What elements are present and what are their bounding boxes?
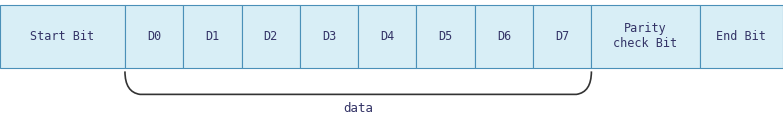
Bar [358, 5, 417, 68]
Bar [417, 5, 474, 68]
Text: D5: D5 [438, 30, 453, 43]
Bar [0, 5, 125, 68]
Text: D7: D7 [555, 30, 569, 43]
Text: D4: D4 [381, 30, 395, 43]
Text: data: data [343, 102, 373, 115]
Bar [242, 5, 300, 68]
Bar [700, 5, 783, 68]
Text: D6: D6 [497, 30, 511, 43]
Text: D3: D3 [322, 30, 336, 43]
Bar [125, 5, 183, 68]
Bar [533, 5, 591, 68]
Text: Parity
check Bit: Parity check Bit [614, 22, 677, 50]
Text: D1: D1 [205, 30, 219, 43]
Bar [183, 5, 242, 68]
Bar [300, 5, 358, 68]
Bar [591, 5, 700, 68]
Text: End Bit: End Bit [716, 30, 767, 43]
Text: D2: D2 [264, 30, 278, 43]
Bar [474, 5, 533, 68]
Text: Start Bit: Start Bit [31, 30, 95, 43]
Text: D0: D0 [147, 30, 161, 43]
